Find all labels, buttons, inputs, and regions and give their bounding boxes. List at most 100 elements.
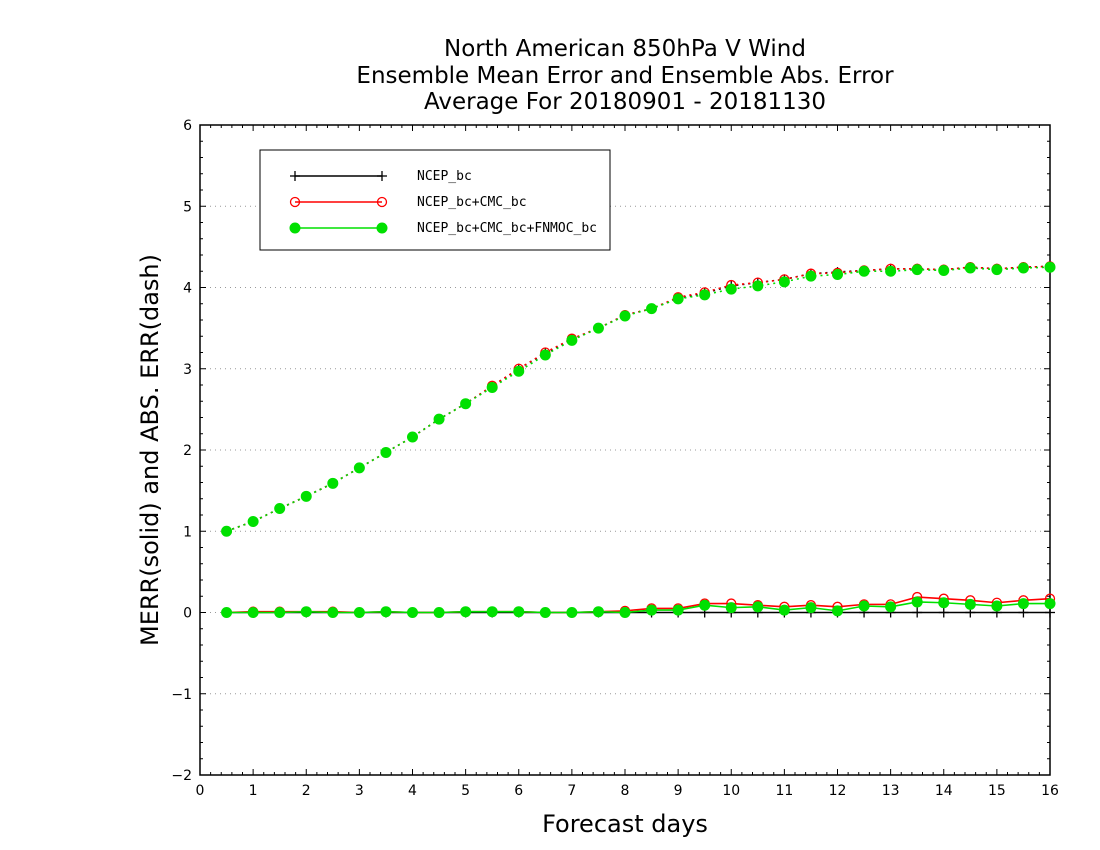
x-tick-label: 12 [829,783,847,799]
merr-point-ncep-bc-cmc-bc-fnmoc-bc [938,597,950,609]
x-axis-title: Forecast days [542,810,708,838]
merr-point-ncep-bc-cmc-bc-fnmoc-bc [433,607,445,618]
abs-err-point-ncep-bc-cmc-bc-fnmoc-bc [433,413,445,425]
merr-point-ncep-bc-cmc-bc-fnmoc-bc [964,598,976,610]
abs-err-point-ncep-bc-cmc-bc-fnmoc-bc [778,276,790,288]
merr-point-ncep-bc-cmc-bc-fnmoc-bc [619,607,631,618]
legend-marker-left-ncep-bc [290,171,300,181]
legend-marker-right-ncep-bc-cmc-bc-fnmoc-bc [376,222,388,234]
merr-point-ncep-bc-cmc-bc-fnmoc-bc [247,607,259,618]
series-line-merr-ncep-bc-cmc-bc-fnmoc-bc [226,601,1050,614]
abs-err-point-ncep-bc-cmc-bc-fnmoc-bc [566,334,578,346]
series-line-merr-ncep-bc-cmc-bc [226,596,1051,614]
series-group [221,261,1056,618]
merr-point-ncep-bc-cmc-bc-fnmoc-bc [460,606,472,618]
y-tick-label: 0 [183,606,192,622]
abs-err-point-ncep-bc-cmc-bc-fnmoc-bc [619,310,631,322]
abs-err-point-ncep-bc-cmc-bc-fnmoc-bc [646,303,658,315]
legend: NCEP_bc NCEP_bc+CMC_bc NCEP_bc+CMC_bc+FNMO… [259,149,611,251]
y-tick-label: 5 [183,199,192,215]
x-tick-label: 9 [674,783,683,799]
merr-point-ncep-bc-cmc-bc-fnmoc-bc [221,607,233,618]
abs-err-point-ncep-bc-cmc-bc-fnmoc-bc [539,349,551,361]
merr-point-ncep-bc-cmc-bc-fnmoc-bc [911,596,923,608]
merr-point-ncep-bc-cmc-bc-fnmoc-bc [752,601,764,613]
abs-err-point-ncep-bc-cmc-bc-fnmoc-bc [274,503,286,514]
x-tick-label: 1 [249,783,258,799]
y-tick-label: 3 [183,362,192,378]
y-tick-label: 4 [183,281,192,297]
abs-err-point-ncep-bc-cmc-bc-fnmoc-bc [327,477,339,489]
chart-title-line-2: Ensemble Mean Error and Ensemble Abs. Er… [356,63,894,89]
merr-point-ncep-bc-cmc-bc-fnmoc-bc [274,607,286,618]
merr-point-ncep-bc-cmc-bc-fnmoc-bc [539,607,551,618]
abs-err-point-ncep-bc-cmc-bc-fnmoc-bc [407,431,418,443]
legend-label-ncep-bc-cmc-bc: NCEP_bc+CMC_bc [417,195,527,210]
x-tick-label: 5 [461,783,470,799]
merr-point-ncep-bc-cmc-bc-fnmoc-bc [778,604,790,616]
x-tick-label: 10 [722,783,740,799]
x-tick-label: 7 [567,783,576,799]
x-tick-label: 3 [355,783,364,799]
merr-point-ncep-bc [1018,607,1029,618]
merr-point-ncep-bc-cmc-bc-fnmoc-bc [566,607,578,618]
x-tick-label: 2 [302,783,311,799]
merr-point-ncep-bc [1045,607,1055,618]
x-tick-label: 16 [1041,783,1059,799]
abs-err-point-ncep-bc-cmc-bc-fnmoc-bc [300,490,312,502]
abs-err-point-ncep-bc-cmc-bc-fnmoc-bc [832,269,843,280]
merr-point-ncep-bc-cmc-bc-fnmoc-bc [832,605,843,617]
merr-point-ncep-bc-cmc-bc-fnmoc-bc [407,607,418,618]
abs-err-point-ncep-bc-cmc-bc-fnmoc-bc [911,264,923,276]
merr-point-ncep-bc-cmc-bc-fnmoc-bc [672,604,684,616]
legend-marker-right-ncep-bc-cmc-bc [376,196,388,208]
merr-point-ncep-bc [912,607,923,618]
abs-err-point-ncep-bc-cmc-bc-fnmoc-bc [805,270,817,282]
legend-marker-left-ncep-bc-cmc-bc [289,196,301,208]
abs-err-point-ncep-bc-cmc-bc-fnmoc-bc [938,264,950,276]
abs-err-point-ncep-bc-cmc-bc-fnmoc-bc [380,446,392,458]
legend-label-ncep-bc: NCEP_bc [417,169,472,184]
merr-point-ncep-bc-cmc-bc-fnmoc-bc [380,606,392,618]
grid-lines [200,205,1050,695]
legend-marker-right-ncep-bc [377,171,387,181]
legend-label-ncep-bc-cmc-bc-fnmoc-bc: NCEP_bc+CMC_bc+FNMOC_bc [417,221,597,236]
series-line-abs-err-ncep-bc-cmc-bc-fnmoc-bc [226,266,1051,533]
x-tick-label: 0 [196,783,205,799]
y-tick-label: −2 [171,768,192,784]
x-tick-label: 8 [621,783,630,799]
abs-err-point-ncep-bc-cmc-bc-fnmoc-bc [725,283,737,295]
merr-point-ncep-bc-cmc-bc-fnmoc-bc [885,601,897,613]
abs-err-point-ncep-bc-cmc-bc-fnmoc-bc [513,365,525,377]
y-tick-label: 6 [183,118,192,134]
abs-err-point-ncep-bc-cmc-bc-fnmoc-bc [991,264,1003,276]
merr-point-ncep-bc-cmc-bc-fnmoc-bc [699,599,711,611]
merr-point-ncep-bc-cmc-bc-fnmoc-bc [300,606,312,618]
abs-err-point-ncep-bc-cmc-bc-fnmoc-bc [1017,262,1029,274]
merr-point-ncep-bc-cmc-bc-fnmoc-bc [858,600,870,612]
x-tick-label: 6 [514,783,523,799]
x-tick-label: 14 [935,783,953,799]
y-tick-label: 2 [183,443,192,459]
x-tick-label: 15 [988,783,1006,799]
y-axis-title: MERR(solid) and ABS. ERR(dash) [136,254,164,646]
merr-point-ncep-bc-cmc-bc-fnmoc-bc [1017,598,1029,610]
abs-err-point-ncep-bc-cmc-bc-fnmoc-bc [964,262,976,274]
merr-point-ncep-bc-cmc-bc-fnmoc-bc [991,600,1003,612]
abs-err-point-ncep-bc-cmc-bc-fnmoc-bc [672,293,684,305]
merr-point-ncep-bc-cmc-bc-fnmoc-bc [1044,598,1056,610]
abs-err-point-ncep-bc-cmc-bc-fnmoc-bc [486,381,498,393]
abs-err-point-ncep-bc-cmc-bc-fnmoc-bc [858,265,870,277]
abs-err-point-ncep-bc-cmc-bc-fnmoc-bc [885,265,897,277]
abs-err-point-ncep-bc-cmc-bc-fnmoc-bc [699,289,711,301]
x-tick-label: 13 [882,783,900,799]
x-tick-label: 11 [775,783,793,799]
merr-point-ncep-bc-cmc-bc-fnmoc-bc [805,602,817,614]
merr-point-ncep-bc-cmc-bc-fnmoc-bc [646,604,658,616]
abs-err-point-ncep-bc-cmc-bc-fnmoc-bc [247,516,259,527]
series-line-abs-err-ncep-bc [226,265,1051,533]
merr-point-ncep-bc-cmc-bc-fnmoc-bc [327,607,339,618]
merr-point-ncep-bc-cmc-bc-fnmoc-bc [725,602,737,614]
y-tick-label: −1 [171,687,192,703]
chart-title-line-3: Average For 20180901 - 20181130 [423,89,827,115]
